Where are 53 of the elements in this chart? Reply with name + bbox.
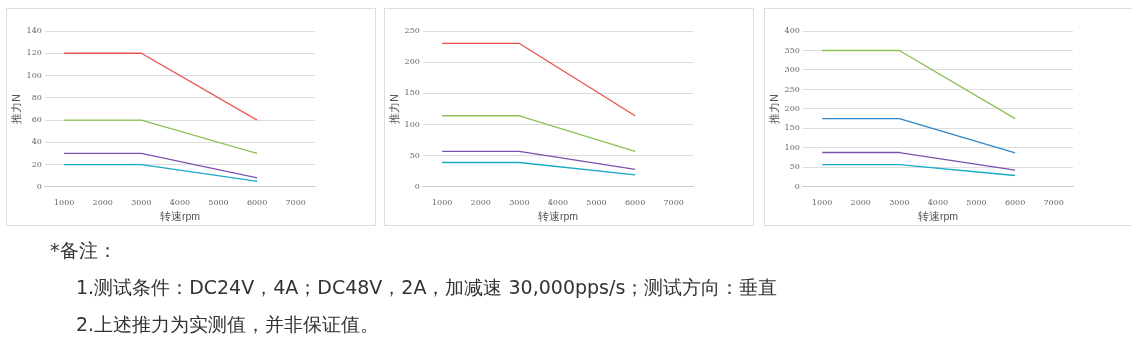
y-tick-label: 150 (784, 123, 800, 133)
x-axis-title: 转速rpm (537, 209, 579, 222)
y-tick-label: 60 (31, 115, 42, 125)
x-tick-label: 1000 (431, 197, 453, 207)
y-tick-label: 0 (414, 181, 420, 191)
y-tick-label: 100 (784, 142, 800, 152)
x-tick-label: 6000 (1004, 197, 1026, 207)
x-tick-label: 7000 (1043, 197, 1064, 207)
y-tick-label: 100 (404, 119, 420, 129)
y-tick-label: 200 (784, 103, 800, 113)
y-tick-label: 150 (404, 88, 420, 98)
x-tick-label: 7000 (663, 197, 684, 207)
y-tick-label: 250 (404, 26, 420, 36)
x-tick-label: 3000 (131, 197, 152, 207)
x-tick-label: 4000 (169, 197, 191, 207)
y-tick-label: 0 (36, 181, 42, 191)
x-tick-label: 4000 (927, 197, 949, 207)
text: 1.测试条件：DC24V，4A；DC48V，2A，加减速 30,000pps/s；测试方向：垂直 (75, 275, 778, 300)
x-axis-title: 转速rpm (159, 209, 201, 222)
y-axis-title: 推力N (10, 94, 23, 124)
x-tick-label: 3000 (509, 197, 530, 207)
y-tick-label: 50 (409, 150, 420, 160)
x-tick-label: 1000 (811, 197, 833, 207)
y-tick-label: 40 (31, 137, 42, 147)
x-tick-label: 4000 (547, 197, 569, 207)
y-tick-label: 0 (794, 181, 800, 191)
x-tick-label: 3000 (889, 197, 910, 207)
x-tick-label: 5000 (966, 197, 987, 207)
x-tick-label: 5000 (586, 197, 607, 207)
x-tick-label: 2000 (470, 197, 491, 207)
x-tick-label: 6000 (624, 197, 646, 207)
x-axis-title: 转速rpm (917, 209, 959, 222)
y-tick-label: 300 (784, 65, 800, 75)
text: *备注： (50, 238, 118, 263)
x-tick-label: 6000 (246, 197, 268, 207)
x-tick-label: 5000 (208, 197, 229, 207)
y-tick-label: 120 (26, 48, 42, 58)
y-tick-label: 400 (784, 26, 800, 36)
y-tick-label: 100 (26, 70, 42, 80)
x-tick-label: 1000 (53, 197, 75, 207)
y-tick-label: 140 (26, 26, 42, 36)
x-tick-label: 2000 (92, 197, 113, 207)
x-tick-label: 7000 (285, 197, 306, 207)
y-tick-label: 250 (784, 84, 800, 94)
y-axis-title: 推力N (388, 94, 401, 124)
y-tick-label: 200 (404, 57, 420, 67)
text: 2.上述推力为实测值，并非保证值。 (75, 312, 381, 337)
y-tick-label: 50 (789, 162, 800, 172)
y-axis-title: 推力N (768, 94, 781, 124)
y-tick-label: 80 (31, 92, 42, 102)
y-tick-label: 20 (31, 159, 42, 169)
x-tick-label: 2000 (850, 197, 871, 207)
y-tick-label: 350 (784, 45, 800, 55)
